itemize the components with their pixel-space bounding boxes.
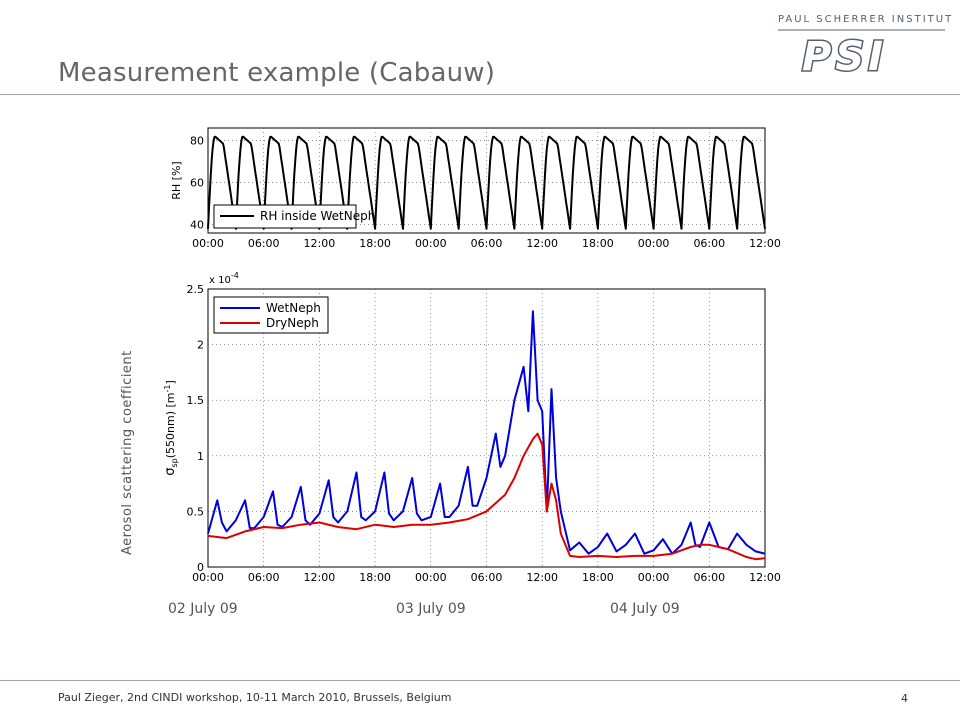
rh-xtick-label: 00:00 xyxy=(192,237,224,250)
sigma-xtick-label: 00:00 xyxy=(415,571,447,584)
rh-xtick-label: 06:00 xyxy=(693,237,725,250)
sigma-xtick-label: 18:00 xyxy=(359,571,391,584)
sigma-plot-frame xyxy=(207,288,766,568)
rh-legend-label: RH inside WetNeph xyxy=(260,209,375,223)
rh-xtick-label: 00:00 xyxy=(415,237,447,250)
sigma-ytick-label: 1 xyxy=(197,450,204,463)
date-label-3: 04 July 09 xyxy=(610,601,680,617)
sigma-ytick-label: 2 xyxy=(197,339,204,352)
sigma-ylabel: σsp(550nm) [m-1] xyxy=(163,380,179,476)
sigma-xtick-label: 06:00 xyxy=(248,571,280,584)
logo-mark: PSI xyxy=(778,29,945,80)
sigma-series-wetneph xyxy=(207,310,766,555)
rh-ytick-label: 40 xyxy=(190,219,204,232)
rh-xtick-label: 18:00 xyxy=(359,237,391,250)
sigma-ytick-label: 0.5 xyxy=(187,505,205,518)
sigma-xtick-label: 00:00 xyxy=(638,571,670,584)
rh-xtick-label: 12:00 xyxy=(526,237,558,250)
sigma-xtick-label: 18:00 xyxy=(582,571,614,584)
footer-divider xyxy=(0,680,960,681)
charts-canvas: 00:00 06:00 12:00 18:00 00:00 06:00 12:00 18:00… xyxy=(163,127,781,584)
sigma-ytick-label: 1.5 xyxy=(187,394,205,407)
rh-xtick-label: 12:00 xyxy=(749,237,781,250)
logo-psi-text: PSI xyxy=(802,34,887,80)
date-label-1: 02 July 09 xyxy=(168,601,238,617)
rh-legend-box xyxy=(213,204,357,229)
title-divider xyxy=(0,94,960,95)
sigma-ytick-label: 0 xyxy=(197,561,204,574)
rh-series-rh-inside-wetneph xyxy=(207,135,766,230)
rh-xtick-label: 06:00 xyxy=(471,237,503,250)
psi-logo: PAUL SCHERRER INSTITUT PSI xyxy=(760,10,960,80)
rh-xtick-label: 18:00 xyxy=(582,237,614,250)
sigma-series-dryneph xyxy=(207,432,766,561)
rh-ytick-label: 80 xyxy=(190,135,204,148)
sigma-xtick-label: 06:00 xyxy=(471,571,503,584)
sigma-xtick-label: 12:00 xyxy=(526,571,558,584)
sigma-legend-label: DryNeph xyxy=(266,316,319,330)
rh-ytick-label: 60 xyxy=(190,177,204,190)
rh-xtick-label: 12:00 xyxy=(304,237,336,250)
sigma-legend-label: WetNeph xyxy=(266,301,321,315)
rh-ylabel: RH [%] xyxy=(170,161,183,199)
sigma-xtick-label: 12:00 xyxy=(749,571,781,584)
logo-institute-name: PAUL SCHERRER INSTITUT xyxy=(778,14,954,25)
sigma-ytick-label: 2.5 xyxy=(187,283,205,296)
date-label-2: 03 July 09 xyxy=(396,601,466,617)
sigma-xtick-label: 12:00 xyxy=(304,571,336,584)
footer-text: Paul Zieger, 2nd CINDI workshop, 10-11 M… xyxy=(58,691,452,704)
sigma-xtick-label: 00:00 xyxy=(192,571,224,584)
slide-title: Measurement example (Cabauw) xyxy=(58,58,496,88)
rh-xtick-label: 06:00 xyxy=(248,237,280,250)
sigma-legend-box xyxy=(213,296,329,334)
page-number: 4 xyxy=(901,692,908,705)
sigma-xtick-label: 06:00 xyxy=(693,571,725,584)
sigma-scale-label: x 10-4 xyxy=(209,271,239,286)
rh-xtick-label: 00:00 xyxy=(638,237,670,250)
